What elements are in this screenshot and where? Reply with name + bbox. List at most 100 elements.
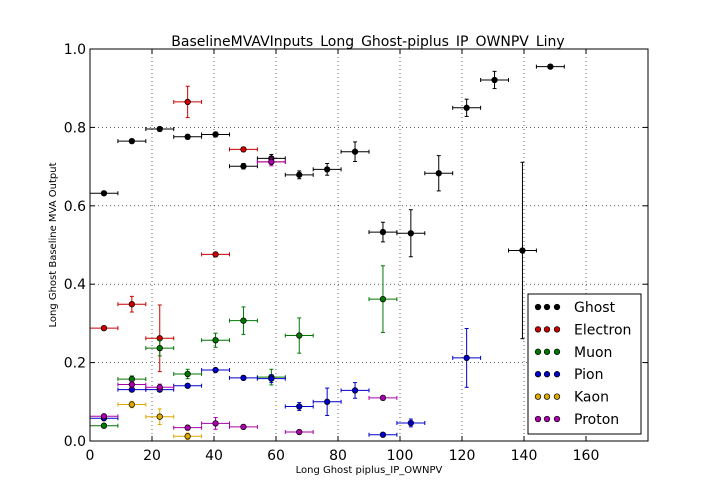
data-point: [184, 370, 191, 378]
data-point: [351, 387, 359, 394]
data-point: [212, 251, 219, 258]
legend-marker: [534, 326, 542, 333]
data-point: [184, 424, 191, 431]
data-point: [296, 171, 303, 178]
data-point: [212, 337, 219, 344]
legend-marker: [534, 393, 542, 400]
x-tick-label: 60: [267, 448, 285, 464]
y-tick-label: 0.4: [64, 277, 86, 293]
legend-label: Muon: [574, 345, 612, 361]
x-tick-label: 80: [329, 448, 347, 464]
legend-marker: [534, 303, 542, 311]
legend-marker: [553, 326, 561, 333]
legend-marker: [553, 393, 561, 400]
x-tick-label: 140: [511, 448, 538, 464]
data-point: [324, 398, 331, 405]
legend-label: Ghost: [574, 300, 616, 316]
legend-marker: [543, 326, 551, 333]
data-point: [184, 98, 191, 106]
data-point: [547, 63, 554, 70]
data-point: [128, 381, 136, 388]
data-point: [296, 332, 303, 339]
legend-marker: [534, 348, 542, 355]
data-point: [296, 428, 303, 436]
data-point: [351, 148, 359, 155]
legend-marker: [553, 348, 561, 355]
data-point: [100, 190, 108, 197]
data-point: [379, 394, 387, 402]
legend-label: Proton: [574, 412, 619, 428]
data-point: [268, 158, 275, 166]
data-point: [268, 375, 275, 382]
x-tick-label: 100: [387, 448, 414, 464]
data-point: [407, 419, 415, 427]
data-point: [240, 163, 247, 170]
y-axis-label: Long Ghost Baseline MVA Output: [48, 162, 59, 327]
data-point: [212, 131, 219, 138]
x-tick-label: 40: [205, 448, 223, 464]
legend-marker: [543, 393, 551, 400]
data-point: [240, 146, 247, 153]
y-tick-label: 0.0: [64, 434, 86, 450]
legend-marker: [534, 371, 542, 378]
data-point: [379, 228, 387, 236]
series-electron: [89, 85, 286, 373]
data-point: [212, 420, 219, 427]
data-point: [324, 166, 331, 173]
legend-box: [527, 293, 642, 435]
legend: Ghost Electron Muon Pion Kaon Proton: [527, 293, 642, 435]
data-point: [128, 301, 136, 308]
legend-marker: [543, 303, 551, 311]
x-tick-label: 160: [573, 448, 600, 464]
data-point: [100, 422, 108, 429]
legend-label: Electron: [574, 322, 631, 338]
data-point: [128, 401, 136, 408]
chart-title: BaselineMVAVInputs_Long_Ghost-piplus_IP_…: [171, 34, 564, 50]
data-point: [519, 247, 526, 254]
data-point: [156, 384, 163, 391]
series-muon: [89, 265, 398, 429]
data-point: [100, 324, 108, 332]
data-point: [240, 423, 247, 431]
data-point: [184, 433, 191, 440]
axis-ticks: 0 20 40 60 80 100 120 140 160 0.0 0.2 0.4 0.6 0.8 1.0: [64, 42, 648, 464]
data-point: [240, 374, 247, 382]
data-point: [407, 230, 415, 237]
y-tick-label: 1.0: [64, 42, 86, 58]
data-point: [156, 413, 163, 420]
data-point: [240, 317, 247, 324]
x-tick-label: 20: [143, 448, 161, 464]
data-point: [100, 413, 108, 420]
data-points: [89, 63, 565, 440]
x-axis-label: Long Ghost piplus_IP_OWNPV: [296, 465, 443, 476]
data-point: [435, 170, 442, 177]
data-point: [296, 403, 303, 410]
data-point: [463, 354, 470, 362]
data-point: [156, 125, 163, 133]
legend-marker: [543, 371, 551, 378]
legend-marker: [553, 371, 561, 378]
legend-marker: [543, 348, 551, 355]
legend-marker: [534, 415, 542, 423]
data-point: [184, 133, 191, 140]
data-point: [212, 366, 219, 374]
series-kaon: [117, 400, 203, 440]
legend-marker: [553, 303, 561, 311]
legend-marker: [543, 415, 551, 423]
legend-label: Kaon: [574, 390, 609, 406]
x-tick-label: 0: [86, 448, 95, 464]
data-point: [379, 295, 387, 303]
x-tick-label: 120: [449, 448, 476, 464]
data-point: [379, 431, 387, 438]
y-tick-label: 0.6: [64, 199, 86, 215]
data-point: [491, 76, 498, 84]
y-tick-label: 0.2: [64, 356, 86, 372]
data-point: [156, 344, 163, 352]
legend-marker: [553, 415, 561, 423]
data-point: [463, 104, 470, 111]
y-tick-label: 0.8: [64, 120, 86, 136]
series-pion: [89, 327, 482, 438]
data-point: [128, 137, 136, 145]
plot-frame: [89, 48, 649, 442]
